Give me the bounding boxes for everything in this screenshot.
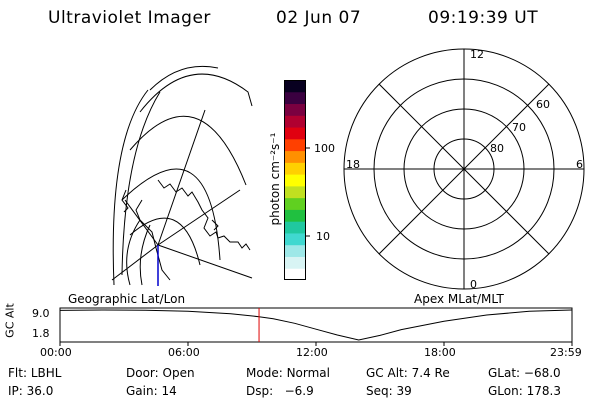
altitude-axis-label: GC Alt <box>3 303 17 338</box>
colorbar-cell <box>284 174 306 187</box>
time-tick-2359: 23:59 <box>550 346 582 359</box>
mlt-label-top: 12 <box>470 48 484 61</box>
limb-arc <box>121 91 161 276</box>
map-projection-label: Geographic Lat/Lon <box>68 292 186 306</box>
colorbar-cell <box>284 197 306 210</box>
info-dsp: Dsp: −6.9 <box>246 384 314 398</box>
limb-arc <box>126 219 141 286</box>
colorbar-cell <box>284 127 306 140</box>
info-ip-label: IP: <box>8 384 23 398</box>
mlat-label-60: 60 <box>536 98 550 111</box>
colorbar-cell <box>284 162 306 175</box>
colorbar-cell <box>284 150 306 163</box>
colorbar-unit-label: photon cm⁻²s⁻¹ <box>268 132 282 226</box>
meridian-line <box>157 189 241 246</box>
limb-arc <box>139 224 151 286</box>
info-mode: Mode: Normal <box>246 366 330 380</box>
info-flt: Flt: LBHL <box>8 366 61 380</box>
latitude-arc <box>149 65 219 91</box>
colorbar-cell <box>284 268 306 280</box>
info-gain: Gain: 14 <box>126 384 177 398</box>
mlt-line <box>378 83 550 255</box>
info-door: Door: Open <box>126 366 195 380</box>
info-door-value: Open <box>162 366 195 380</box>
info-glat-value: −68.0 <box>523 366 561 380</box>
info-door-label: Door: <box>126 366 159 380</box>
info-glat-label: GLat: <box>488 366 521 380</box>
colorbar-cell <box>284 209 306 222</box>
info-seq-value: 39 <box>396 384 412 398</box>
info-ip-value: 36.0 <box>26 384 54 398</box>
meridian-line <box>157 109 206 246</box>
altitude-series-line <box>59 309 572 341</box>
info-mode-label: Mode: <box>246 366 283 380</box>
info-seq: Seq: 39 <box>366 384 412 398</box>
altitude-axis-label-box: GC Alt <box>2 302 18 342</box>
limb-arc <box>112 89 149 286</box>
header-date: 02 Jun 07 <box>276 8 362 28</box>
mlat-label-70: 70 <box>512 121 526 134</box>
header-time: 09:19:39 UT <box>428 8 539 28</box>
colorbar-cell <box>284 221 306 234</box>
time-tick-1800: 18:00 <box>424 346 456 359</box>
latitude-arc <box>139 73 253 113</box>
info-mode-value: Normal <box>286 366 330 380</box>
coastline <box>121 189 129 213</box>
colorbar-tick-100: 100 <box>314 142 335 155</box>
coastline <box>157 179 251 251</box>
colorbar-cell <box>284 185 306 199</box>
latitude-arc <box>129 217 201 266</box>
info-flt-label: Flt: <box>8 366 27 380</box>
coastline <box>135 199 171 281</box>
info-flt-value: LBHL <box>30 366 62 380</box>
time-tick-0600: 06:00 <box>168 346 200 359</box>
info-ip: IP: 36.0 <box>8 384 53 398</box>
colorbar-cell <box>284 232 306 246</box>
polar-coord-label: Apex MLat/MLT <box>414 292 504 306</box>
info-seq-label: Seq: <box>366 384 393 398</box>
info-gain-value: 14 <box>161 384 177 398</box>
time-tick-0000: 00:00 <box>40 346 72 359</box>
polar-mlat-mlt-plot <box>343 48 585 290</box>
colorbar-cell <box>284 103 306 116</box>
instrument-title: Ultraviolet Imager <box>48 8 211 28</box>
alt-tick-9: 9.0 <box>32 307 50 320</box>
colorbar-cell <box>284 138 306 152</box>
info-glon: GLon: 178.3 <box>488 384 561 398</box>
colorbar-cell <box>284 91 306 105</box>
info-gc-alt: GC Alt: 7.4 Re <box>366 366 450 380</box>
intensity-colorbar <box>284 80 310 280</box>
colorbar-cell <box>284 244 306 257</box>
info-gain-label: Gain: <box>126 384 158 398</box>
geographic-map <box>111 65 253 286</box>
info-glon-label: GLon: <box>488 384 523 398</box>
info-dsp-value: −6.9 <box>276 384 314 398</box>
info-gc-alt-label: GC Alt: <box>366 366 408 380</box>
altitude-plot-frame <box>59 307 573 343</box>
mlt-label-bottom: 0 <box>470 278 477 291</box>
meridian-line <box>157 244 253 279</box>
mlt-label-left: 18 <box>346 158 360 171</box>
altitude-plot <box>59 307 573 346</box>
meridian-line <box>124 199 159 246</box>
info-gc-alt-value: 7.4 Re <box>411 366 450 380</box>
time-tick-1200: 12:00 <box>296 346 328 359</box>
mlt-label-right: 6 <box>576 158 583 171</box>
info-glat: GLat: −68.0 <box>488 366 561 380</box>
colorbar-cell <box>284 115 306 128</box>
alt-tick-1-8: 1.8 <box>32 327 50 340</box>
mlat-label-80: 80 <box>490 142 504 155</box>
colorbar-cell <box>284 256 306 269</box>
coastline <box>211 219 219 231</box>
colorbar-cell <box>284 80 306 93</box>
info-glon-value: 178.3 <box>526 384 561 398</box>
latitude-arc <box>129 115 247 186</box>
colorbar-tick-10: 10 <box>316 230 330 243</box>
meridian-line <box>111 244 159 281</box>
info-dsp-label: Dsp: <box>246 384 274 398</box>
